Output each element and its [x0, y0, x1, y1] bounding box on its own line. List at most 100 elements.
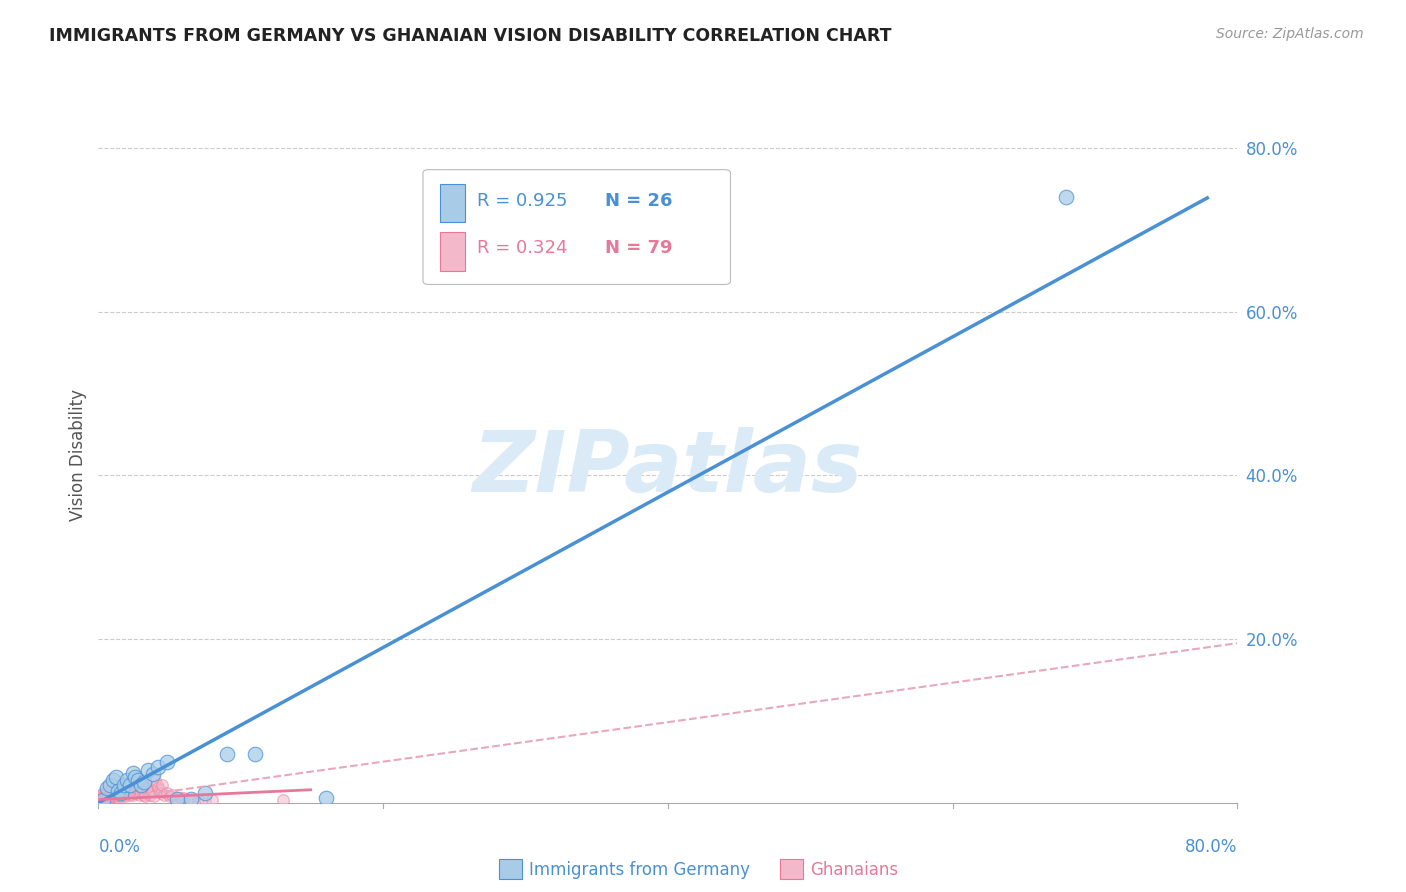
Point	[97, 784, 120, 798]
Point	[124, 782, 146, 797]
Point	[120, 784, 142, 798]
Point	[112, 788, 135, 802]
Point	[141, 784, 163, 798]
Point	[110, 782, 132, 797]
Point	[156, 755, 179, 769]
Point	[153, 788, 176, 802]
Point	[112, 778, 135, 792]
Point	[141, 767, 163, 781]
Point	[108, 788, 131, 802]
Point	[170, 790, 193, 805]
Point	[91, 792, 114, 806]
Point	[103, 780, 125, 795]
Point	[148, 780, 170, 795]
Point	[98, 778, 121, 792]
Point	[117, 782, 139, 797]
Point	[138, 788, 160, 802]
Point	[118, 788, 141, 802]
Point	[162, 788, 184, 802]
Point	[127, 782, 149, 797]
Text: R = 0.925: R = 0.925	[477, 192, 567, 210]
Point	[118, 784, 141, 798]
Point	[89, 792, 111, 806]
Text: N = 26: N = 26	[605, 192, 672, 210]
Point	[132, 775, 155, 789]
Point	[129, 786, 152, 800]
Text: 80.0%: 80.0%	[1185, 838, 1237, 855]
Point	[122, 786, 145, 800]
Text: Ghanaians: Ghanaians	[810, 861, 898, 879]
Point	[105, 780, 128, 794]
Point	[89, 789, 111, 804]
Point	[91, 786, 114, 800]
Point	[114, 786, 136, 800]
Point	[100, 789, 122, 804]
Point	[118, 778, 141, 792]
Point	[215, 747, 238, 761]
Point	[136, 763, 159, 777]
Point	[96, 790, 118, 805]
Point	[150, 786, 173, 800]
FancyBboxPatch shape	[440, 232, 465, 270]
FancyBboxPatch shape	[423, 169, 731, 285]
Text: 0.0%: 0.0%	[98, 838, 141, 855]
Point	[93, 788, 115, 802]
FancyBboxPatch shape	[440, 184, 465, 222]
Point	[180, 791, 202, 805]
Point	[104, 780, 127, 795]
Point	[101, 789, 124, 804]
Point	[121, 766, 143, 780]
Point	[114, 789, 136, 804]
Point	[194, 792, 217, 806]
Point	[115, 786, 138, 800]
Point	[101, 772, 124, 787]
Point	[98, 790, 121, 805]
Point	[127, 772, 149, 787]
Point	[149, 782, 172, 797]
Point	[111, 786, 134, 800]
Point	[110, 786, 132, 800]
Point	[108, 784, 131, 798]
Point	[91, 792, 114, 806]
Point	[101, 782, 124, 797]
Point	[115, 772, 138, 787]
Point	[187, 792, 209, 806]
Point	[180, 792, 202, 806]
Point	[166, 790, 188, 805]
Point	[107, 782, 129, 797]
Point	[134, 789, 156, 804]
Point	[107, 789, 129, 804]
Point	[117, 778, 139, 792]
Point	[1056, 190, 1078, 204]
Point	[105, 784, 128, 798]
Point	[145, 772, 167, 787]
Point	[152, 778, 174, 792]
Point	[173, 790, 195, 805]
Point	[104, 788, 127, 802]
Text: Immigrants from Germany: Immigrants from Germany	[529, 861, 749, 879]
Point	[103, 789, 125, 804]
Y-axis label: Vision Disability: Vision Disability	[69, 389, 87, 521]
Point	[201, 792, 224, 806]
Point	[146, 778, 169, 792]
Point	[96, 786, 118, 800]
Point	[121, 788, 143, 802]
Point	[159, 789, 181, 804]
Point	[97, 789, 120, 804]
Point	[128, 788, 150, 802]
Point	[93, 792, 115, 806]
Point	[90, 792, 112, 806]
Point	[136, 786, 159, 800]
Text: ZIPatlas: ZIPatlas	[472, 427, 863, 510]
Point	[115, 780, 138, 795]
Point	[129, 778, 152, 792]
Point	[94, 790, 117, 805]
Point	[111, 780, 134, 795]
Point	[139, 782, 162, 797]
Point	[156, 786, 179, 800]
Point	[166, 791, 188, 805]
Point	[107, 783, 129, 797]
Point	[148, 760, 170, 774]
Point	[243, 747, 266, 761]
Point	[142, 789, 165, 804]
